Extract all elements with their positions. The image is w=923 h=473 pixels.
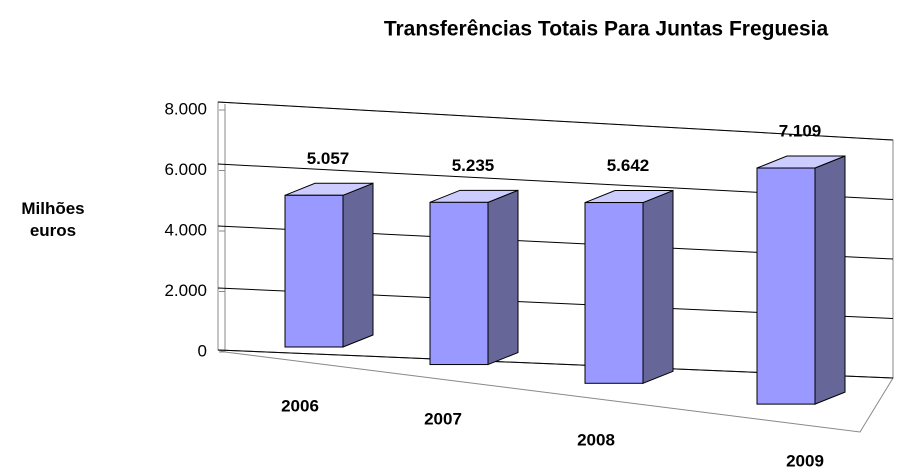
y-axis-label: Milhões euros [21,199,85,240]
x-tick-label: 2008 [577,430,615,449]
value-label: 7.109 [779,122,822,141]
bar-side [814,155,846,405]
y-tick-label: 2.000 [164,281,207,300]
value-label: 5.642 [607,156,650,175]
bar-side [342,182,374,348]
bar-side [642,189,674,385]
y-tick-label: 6.000 [164,160,207,179]
grid-line [217,101,894,141]
bar-side [487,189,519,366]
y-tick-label: 8.000 [164,99,207,118]
value-label: 5.057 [307,149,350,168]
y-tick-label: 0 [198,341,207,360]
bar [284,194,344,348]
bar [429,201,489,366]
x-tick-label: 2006 [281,396,319,415]
chart-title: Transferências Totais Para Juntas Fregue… [384,18,829,41]
x-tick-label: 2009 [786,451,824,470]
y-tick-label: 4.000 [164,220,207,239]
bar [756,167,816,405]
value-label: 5.235 [452,156,495,175]
y-axis-label-box: Milhões euros [21,199,85,240]
bar [584,202,644,384]
x-tick-label: 2007 [424,409,462,428]
